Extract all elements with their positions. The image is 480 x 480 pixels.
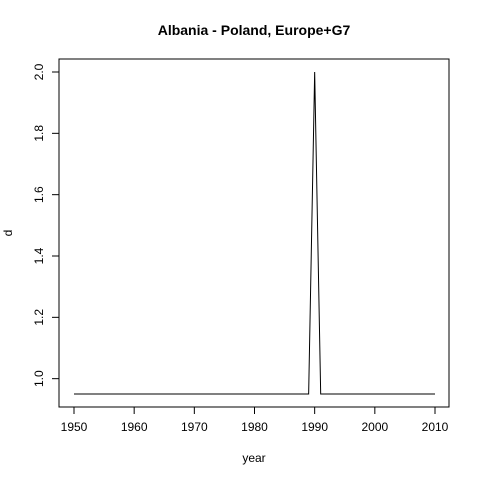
x-tick-label: 1970	[181, 420, 208, 434]
series-layer	[74, 71, 435, 395]
y-tick-label: 1.4	[32, 247, 46, 264]
x-axis: 1950 1960 1970 1980 1990 2000 2010	[61, 406, 449, 434]
y-axis-label: d	[1, 230, 15, 237]
y-axis: 1.0 1.2 1.4 1.6 1.8 2.0	[32, 63, 60, 387]
y-tick-label: 2.0	[32, 63, 46, 80]
y-tick-label: 1.2	[32, 309, 46, 326]
x-axis-label: year	[242, 451, 265, 465]
chart-title: Albania - Poland, Europe+G7	[158, 22, 351, 38]
y-tick-label: 1.0	[32, 370, 46, 387]
y-tick-label: 1.6	[32, 186, 46, 203]
series-line-0	[74, 71, 435, 395]
plot-border	[58, 58, 450, 408]
y-tick-label: 1.8	[32, 125, 46, 142]
x-tick-label: 1990	[301, 420, 328, 434]
x-tick-label: 1950	[61, 420, 88, 434]
x-tick-label: 1960	[121, 420, 148, 434]
x-tick-label: 2010	[422, 420, 449, 434]
x-tick-label: 1980	[241, 420, 268, 434]
x-tick-label: 2000	[361, 420, 388, 434]
